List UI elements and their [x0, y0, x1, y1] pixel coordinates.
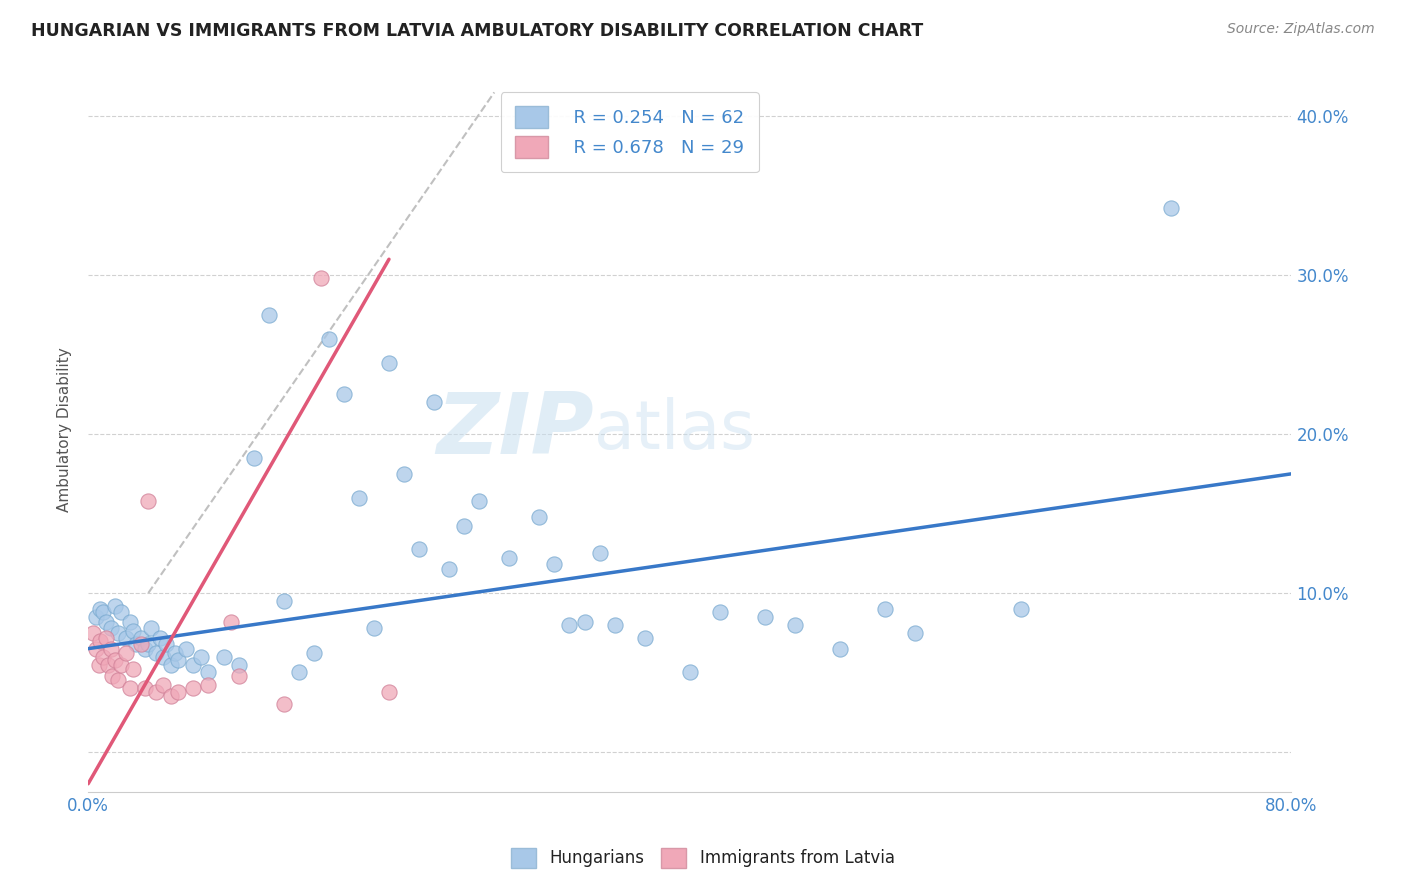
Point: [634, 631, 657, 645]
Point: [101, 668, 124, 682]
Point: [574, 615, 596, 629]
Point: [318, 332, 340, 346]
Point: [183, 681, 205, 696]
Y-axis label: Ambulatory Disability: Ambulatory Disability: [58, 348, 72, 513]
Point: [104, 599, 127, 613]
Point: [114, 647, 136, 661]
Point: [91, 605, 114, 619]
Point: [875, 602, 897, 616]
Point: [155, 637, 177, 651]
Point: [96, 631, 118, 645]
Point: [219, 615, 242, 629]
Point: [96, 615, 118, 629]
Point: [242, 450, 264, 465]
Point: [754, 610, 776, 624]
Point: [468, 493, 491, 508]
Point: [378, 684, 401, 698]
Point: [588, 546, 610, 560]
Point: [363, 621, 385, 635]
Point: [84, 641, 107, 656]
Point: [257, 308, 280, 322]
Point: [190, 649, 212, 664]
Point: [273, 698, 295, 712]
Point: [107, 625, 129, 640]
Text: ZIP: ZIP: [436, 389, 593, 472]
Point: [378, 355, 401, 369]
Point: [160, 657, 183, 672]
Point: [100, 621, 122, 635]
Point: [392, 467, 415, 481]
Point: [228, 657, 250, 672]
Point: [89, 633, 111, 648]
Point: [145, 647, 167, 661]
Point: [107, 673, 129, 688]
Point: [114, 631, 136, 645]
Point: [122, 662, 145, 676]
Point: [1010, 602, 1032, 616]
Point: [104, 653, 127, 667]
Point: [129, 631, 152, 645]
Point: [120, 681, 142, 696]
Legend:   R = 0.254   N = 62,   R = 0.678   N = 29: R = 0.254 N = 62, R = 0.678 N = 29: [501, 92, 759, 172]
Point: [212, 649, 235, 664]
Point: [287, 665, 309, 680]
Point: [197, 678, 219, 692]
Point: [100, 641, 122, 656]
Point: [97, 657, 120, 672]
Point: [302, 647, 325, 661]
Point: [333, 387, 356, 401]
Point: [120, 615, 142, 629]
Point: [1160, 202, 1182, 216]
Point: [197, 665, 219, 680]
Point: [141, 621, 163, 635]
Point: [145, 684, 167, 698]
Point: [174, 641, 197, 656]
Point: [423, 395, 446, 409]
Point: [136, 493, 159, 508]
Point: [149, 631, 172, 645]
Point: [129, 637, 152, 651]
Point: [558, 617, 581, 632]
Point: [709, 605, 731, 619]
Point: [160, 690, 183, 704]
Point: [347, 491, 370, 505]
Point: [437, 562, 460, 576]
Point: [453, 519, 475, 533]
Point: [134, 641, 156, 656]
Point: [122, 624, 145, 639]
Point: [830, 641, 852, 656]
Point: [167, 684, 190, 698]
Point: [273, 594, 295, 608]
Point: [152, 649, 174, 664]
Point: [165, 647, 187, 661]
Point: [785, 617, 807, 632]
Point: [408, 541, 430, 556]
Point: [603, 617, 626, 632]
Legend: Hungarians, Immigrants from Latvia: Hungarians, Immigrants from Latvia: [505, 841, 901, 875]
Point: [183, 657, 205, 672]
Point: [82, 625, 104, 640]
Point: [125, 637, 148, 651]
Point: [89, 602, 111, 616]
Point: [134, 681, 156, 696]
Point: [110, 657, 132, 672]
Point: [110, 605, 132, 619]
Point: [91, 649, 114, 664]
Point: [228, 668, 250, 682]
Point: [498, 551, 520, 566]
Point: [311, 271, 333, 285]
Text: atlas: atlas: [593, 397, 755, 463]
Point: [87, 657, 110, 672]
Point: [84, 610, 107, 624]
Point: [136, 637, 159, 651]
Point: [904, 625, 927, 640]
Text: Source: ZipAtlas.com: Source: ZipAtlas.com: [1227, 22, 1375, 37]
Point: [167, 653, 190, 667]
Point: [529, 509, 551, 524]
Text: HUNGARIAN VS IMMIGRANTS FROM LATVIA AMBULATORY DISABILITY CORRELATION CHART: HUNGARIAN VS IMMIGRANTS FROM LATVIA AMBU…: [31, 22, 924, 40]
Point: [679, 665, 702, 680]
Point: [152, 678, 174, 692]
Point: [543, 558, 565, 572]
